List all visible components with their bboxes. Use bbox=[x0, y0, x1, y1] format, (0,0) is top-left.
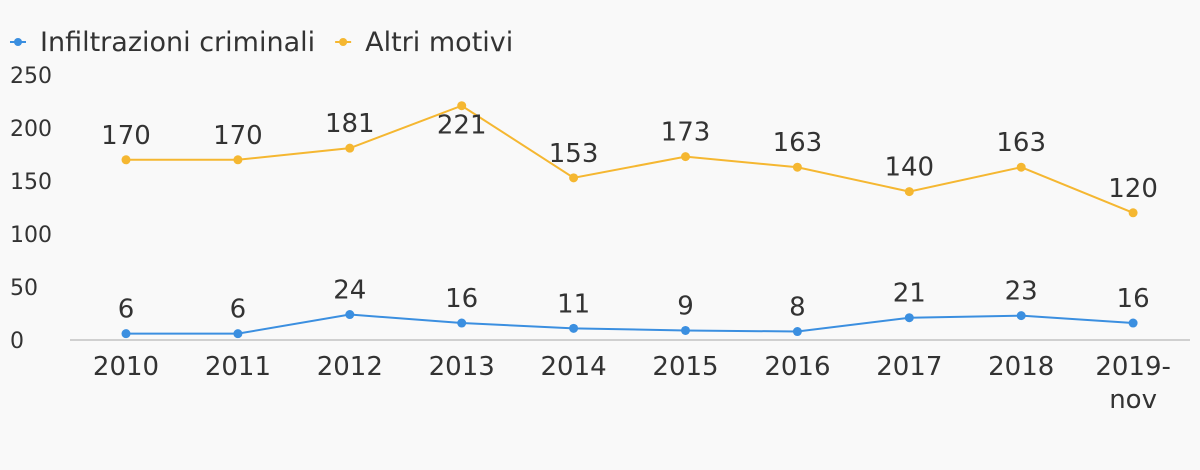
x-tick-label: 2017 bbox=[876, 352, 942, 382]
data-label: 6 bbox=[118, 295, 135, 325]
data-label: 11 bbox=[557, 289, 590, 319]
data-point[interactable] bbox=[233, 155, 243, 165]
data-point[interactable] bbox=[681, 325, 690, 335]
data-label: 8 bbox=[789, 293, 806, 323]
data-point[interactable] bbox=[121, 329, 131, 339]
data-label: 221 bbox=[437, 111, 487, 141]
x-tick-label: 2013 bbox=[429, 352, 495, 382]
legend-label: Infiltrazioni criminali bbox=[40, 27, 315, 58]
data-label: 173 bbox=[661, 118, 711, 148]
x-tick-label: 2014 bbox=[541, 352, 607, 382]
data-label: 9 bbox=[677, 291, 694, 321]
data-point[interactable] bbox=[1128, 318, 1138, 328]
series-1: 170 170 181 221 153 173 163 140 163 120 bbox=[101, 101, 1158, 218]
x-tick-label: 2019-nov bbox=[1095, 352, 1171, 415]
data-point[interactable] bbox=[121, 155, 131, 165]
data-point[interactable] bbox=[792, 327, 802, 337]
data-label: 163 bbox=[996, 128, 1046, 158]
data-point[interactable] bbox=[457, 101, 467, 111]
data-label: 153 bbox=[549, 139, 599, 169]
x-axis: 2010 2011 2012 2013 2014 2015 2016 2017 2018 2019… bbox=[70, 339, 1190, 415]
x-tick-label: 2011 bbox=[205, 352, 271, 382]
data-label: 140 bbox=[884, 153, 934, 183]
x-tick-label: 2018 bbox=[988, 352, 1054, 382]
data-label: 120 bbox=[1108, 174, 1158, 204]
data-point[interactable] bbox=[1016, 311, 1026, 321]
legend-item-1[interactable]: Altri motivi bbox=[335, 27, 513, 58]
data-label: 23 bbox=[1005, 277, 1038, 307]
series-line bbox=[126, 313, 1134, 335]
data-point[interactable] bbox=[233, 329, 243, 339]
x-tick-label: 2012 bbox=[317, 352, 383, 382]
y-tick-label: 200 bbox=[10, 117, 52, 142]
y-tick-label: 0 bbox=[10, 329, 24, 354]
data-point[interactable] bbox=[1128, 208, 1138, 218]
legend-item-0[interactable]: Infiltrazioni criminali bbox=[10, 27, 315, 58]
data-point[interactable] bbox=[345, 143, 355, 153]
series-0: 6 6 24 16 11 9 8 21 23 16 bbox=[118, 276, 1150, 339]
x-tick-label: 2010 bbox=[93, 352, 159, 382]
legend-marker-icon bbox=[14, 38, 22, 46]
x-tick-label: 2016 bbox=[764, 352, 830, 382]
data-label: 16 bbox=[445, 284, 478, 314]
data-point[interactable] bbox=[904, 313, 914, 323]
legend-label: Altri motivi bbox=[365, 27, 513, 58]
data-label: 170 bbox=[101, 121, 151, 151]
data-label: 16 bbox=[1117, 284, 1150, 314]
legend-marker-icon bbox=[339, 38, 348, 46]
data-label: 24 bbox=[333, 276, 366, 306]
data-label: 6 bbox=[230, 295, 247, 325]
data-point[interactable] bbox=[792, 162, 802, 172]
y-tick-label: 250 bbox=[10, 64, 52, 89]
data-label: 181 bbox=[325, 109, 375, 139]
legend: Infiltrazioni criminali Altri motivi bbox=[10, 27, 513, 58]
y-tick-label: 150 bbox=[10, 170, 52, 195]
data-point[interactable] bbox=[681, 152, 690, 162]
y-axis: 0 50 100 150 200 250 bbox=[10, 64, 52, 354]
data-point[interactable] bbox=[569, 173, 579, 183]
data-point[interactable] bbox=[457, 318, 467, 328]
y-tick-label: 100 bbox=[10, 223, 52, 248]
data-label: 163 bbox=[773, 128, 823, 158]
y-tick-label: 50 bbox=[10, 276, 38, 301]
series-line bbox=[126, 104, 1134, 214]
data-point[interactable] bbox=[345, 310, 355, 320]
data-point[interactable] bbox=[1016, 162, 1026, 172]
data-point[interactable] bbox=[569, 323, 579, 333]
data-label: 170 bbox=[213, 121, 263, 151]
plot-area: 6 6 24 16 11 9 8 21 23 16 170 170 181 221 153 173 163 140… bbox=[101, 101, 1158, 339]
data-point[interactable] bbox=[904, 187, 914, 197]
data-label: 21 bbox=[893, 279, 926, 309]
x-tick-label: 2015 bbox=[652, 352, 718, 382]
